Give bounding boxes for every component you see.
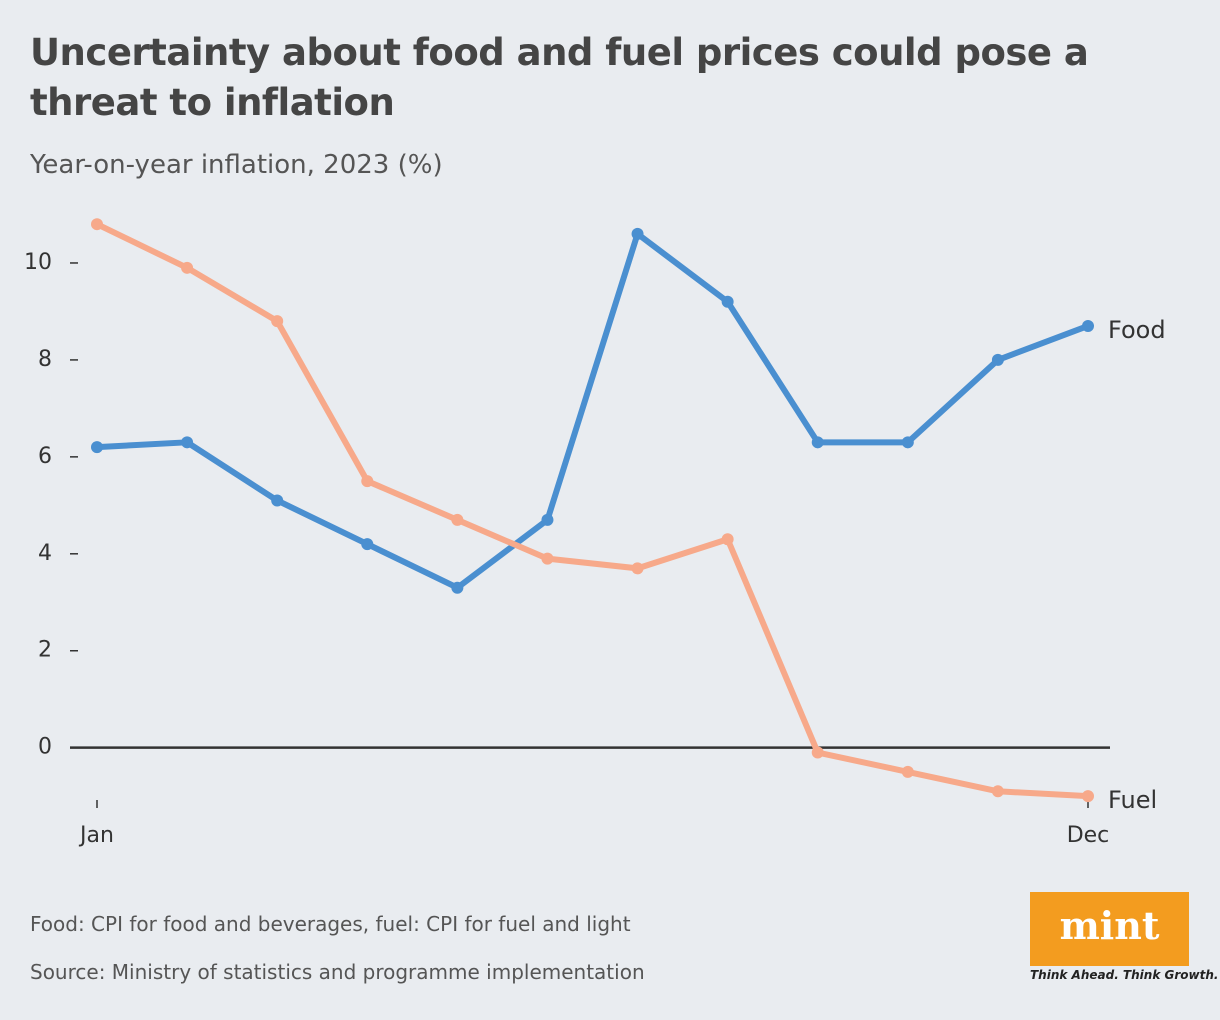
x-tick-label: Dec	[1067, 823, 1110, 848]
point	[181, 436, 194, 449]
point	[361, 475, 374, 488]
point	[991, 353, 1004, 366]
point	[901, 436, 914, 449]
point	[91, 218, 103, 231]
point	[811, 436, 824, 449]
point	[1082, 319, 1094, 332]
series-label: Fuel	[1108, 786, 1157, 814]
x-tick-label: Jan	[78, 823, 114, 848]
y-tick-label: 6	[38, 444, 52, 469]
logo: mint	[1030, 892, 1189, 966]
point	[811, 746, 824, 759]
y-tick-label: 4	[38, 541, 52, 566]
point	[991, 785, 1004, 798]
point	[361, 538, 374, 551]
point	[271, 315, 284, 328]
point	[541, 552, 554, 565]
chart-source: Source: Ministry of statistics and progr…	[30, 960, 645, 984]
chart-subtitle: Year-on-year inflation, 2023 (%)	[30, 150, 443, 180]
point	[631, 562, 644, 575]
series-line	[94, 230, 1091, 591]
chart: 0 2 4 6 8 10 Jan Dec Food Fuel	[24, 218, 1166, 848]
point	[271, 494, 284, 507]
y-tick-label: 10	[24, 250, 52, 275]
chart-title: Uncertainty about food and fuel prices c…	[30, 31, 1089, 124]
point	[181, 261, 194, 274]
point	[91, 441, 103, 454]
point	[541, 513, 554, 526]
series-line	[94, 221, 1091, 800]
chart-note: Food: CPI for food and beverages, fuel: …	[30, 912, 631, 936]
logo-tagline: Think Ahead. Think Growth.	[1030, 968, 1219, 982]
point	[721, 295, 734, 308]
y-tick-label: 8	[38, 347, 52, 372]
point	[631, 227, 644, 240]
point	[1082, 790, 1094, 803]
point	[901, 765, 914, 778]
point	[451, 513, 464, 526]
series-label: Food	[1108, 316, 1166, 344]
point	[721, 533, 734, 546]
point	[451, 581, 464, 594]
y-tick-label: 0	[38, 735, 52, 760]
y-tick-label: 2	[38, 638, 52, 663]
